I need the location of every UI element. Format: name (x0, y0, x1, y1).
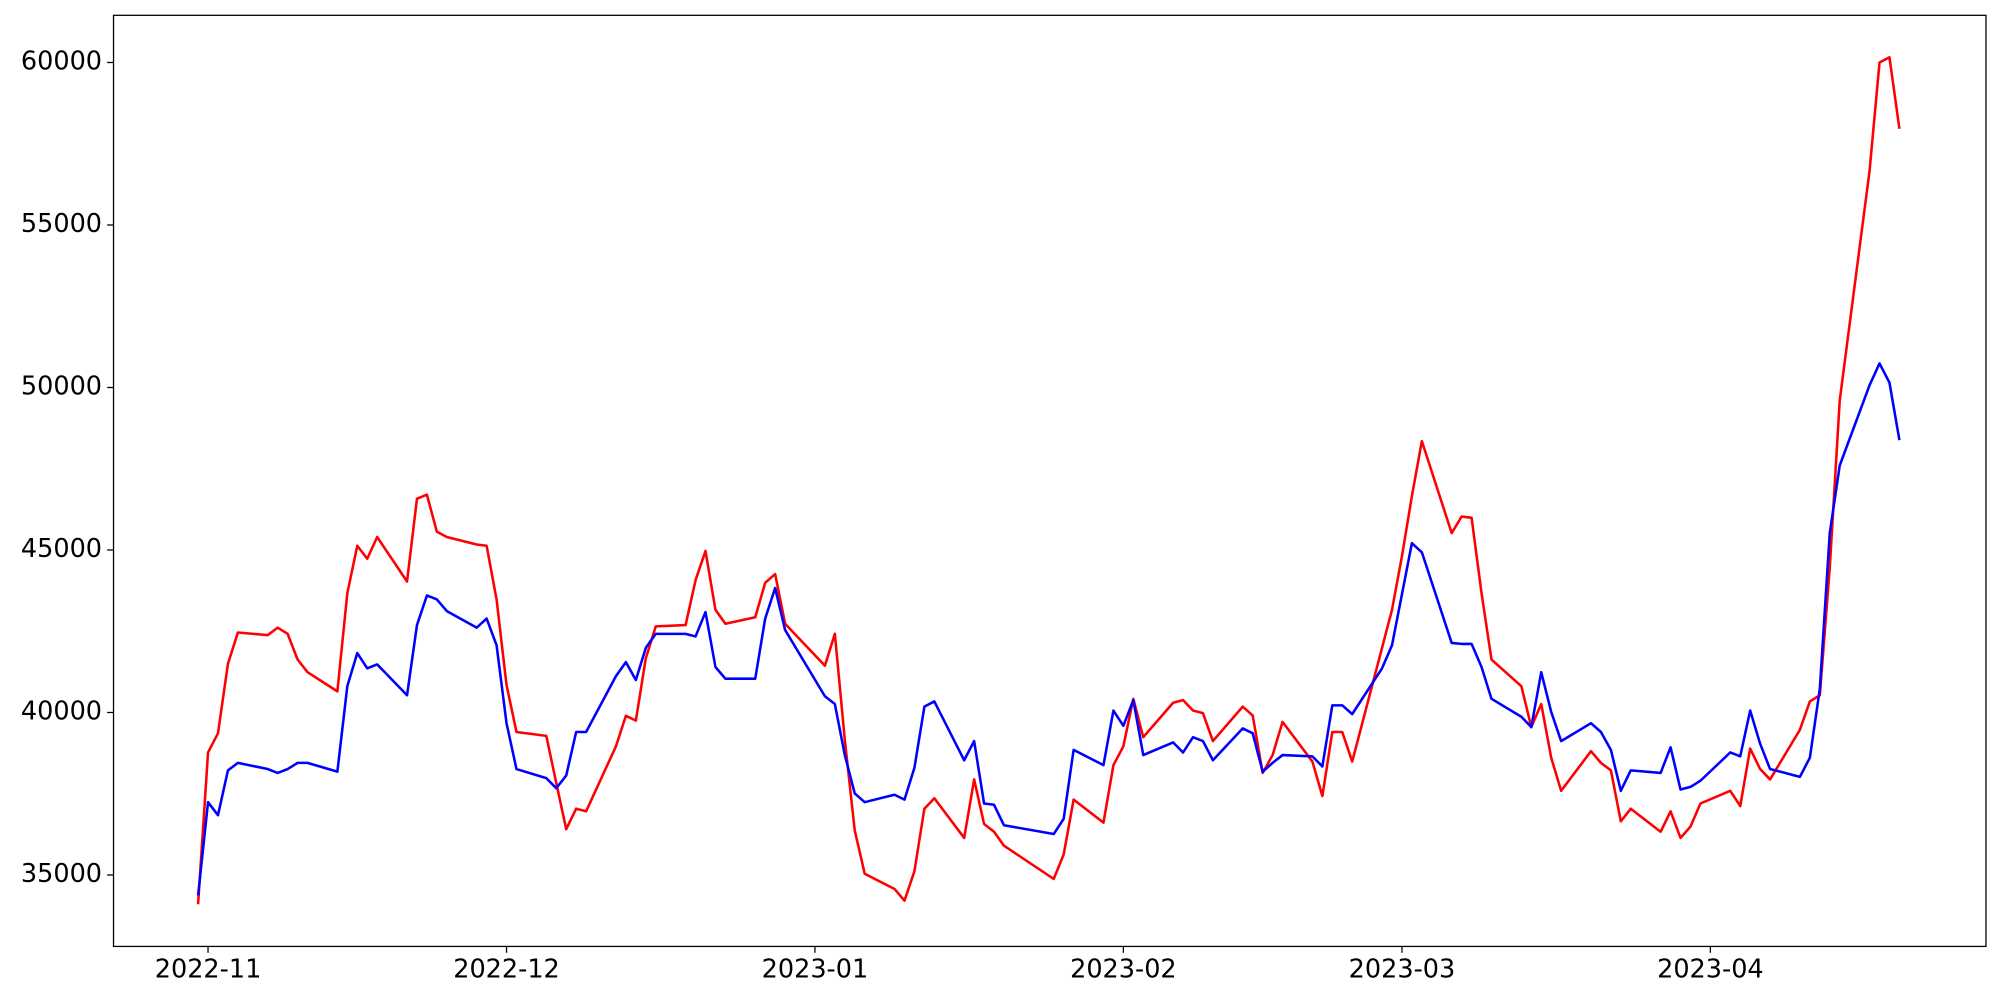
x-tick-label: 2023-01 (762, 955, 869, 985)
x-tick-label: 2023-02 (1070, 955, 1177, 985)
y-tick-label: 60000 (21, 46, 102, 76)
y-tick-label: 35000 (21, 859, 102, 889)
y-tick-label: 40000 (21, 696, 102, 726)
line-series (196, 362, 1901, 896)
x-tick-label: 2022-12 (453, 955, 560, 985)
plot-frame (112, 14, 1987, 948)
y-tick-label: 55000 (21, 209, 102, 239)
y-tick-label: 50000 (21, 371, 102, 401)
x-tick-label: 2022-11 (155, 955, 262, 985)
x-tick-label: 2023-03 (1349, 955, 1456, 985)
x-tick-label: 2023-04 (1657, 955, 1764, 985)
line-series (196, 56, 1901, 905)
y-tick-label: 45000 (21, 534, 102, 564)
